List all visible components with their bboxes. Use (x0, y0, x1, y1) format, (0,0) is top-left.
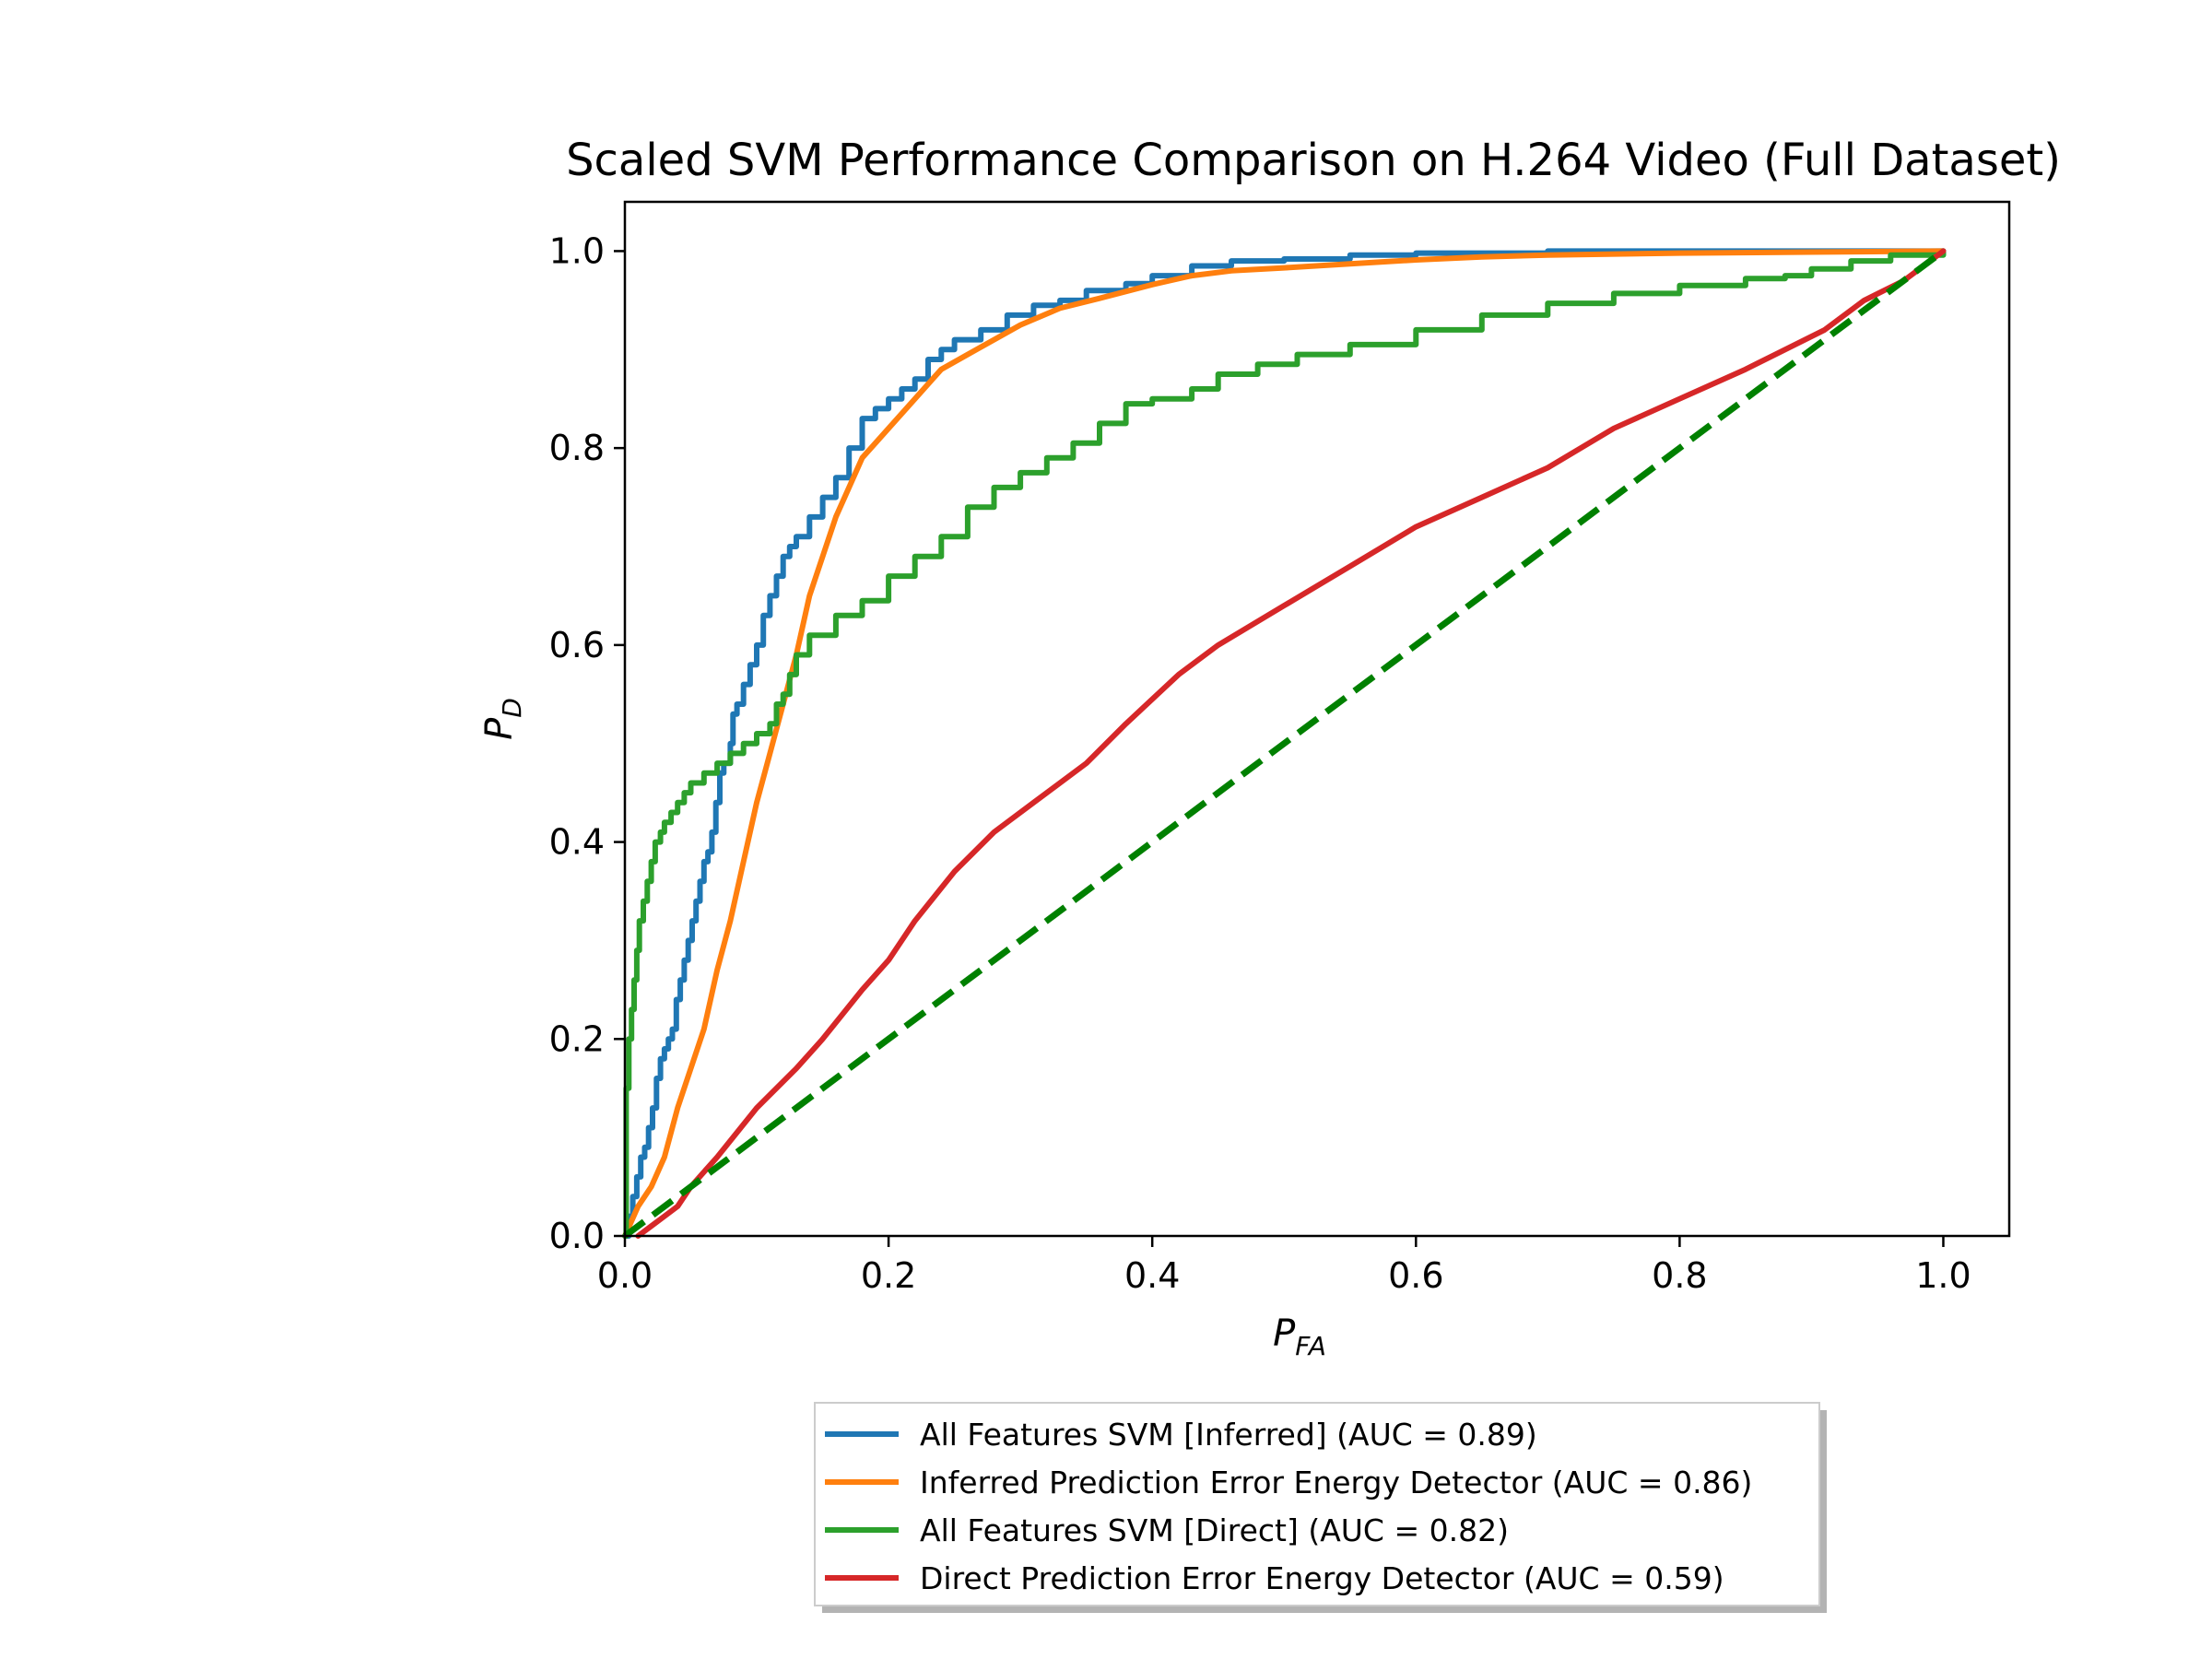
series-line-4 (635, 248, 1947, 1239)
x-tick-label: 0.2 (861, 1255, 916, 1296)
x-tick-label: 1.0 (1915, 1255, 1971, 1296)
legend-label: Inferred Prediction Error Energy Detecto… (920, 1465, 1752, 1500)
series-layer (622, 248, 1947, 1239)
y-axis-label: PD (478, 698, 527, 740)
x-tick-label: 0.6 (1388, 1255, 1443, 1296)
legend-items: All Features SVM [Inferred] (AUC = 0.89)… (825, 1417, 1752, 1596)
y-tick-label: 0.2 (549, 1018, 605, 1059)
y-axis-label-main: P (478, 717, 521, 740)
y-tick-label: 0.4 (549, 822, 605, 863)
series-line-3 (622, 248, 1947, 1239)
legend-box (814, 1402, 1820, 1606)
chance-diagonal-line (622, 248, 1946, 1239)
x-axis-label-main: P (1273, 1312, 1296, 1355)
legend: All Features SVM [Inferred] (AUC = 0.89)… (814, 1402, 1827, 1613)
x-axis-label-sub: FA (1295, 1331, 1326, 1361)
tick-layer: 0.0 0.2 0.4 0.6 0.8 1.0 0.0 0.2 0.4 0.6 0.8 1.0 (549, 230, 1971, 1296)
y-tick-label: 0.6 (549, 625, 605, 665)
x-tick-label: 0.0 (597, 1255, 653, 1296)
y-tick-label: 1.0 (549, 230, 605, 271)
x-tick-label: 0.8 (1652, 1255, 1707, 1296)
y-tick-label: 0.8 (549, 428, 605, 468)
legend-label: All Features SVM [Inferred] (AUC = 0.89) (920, 1417, 1537, 1453)
legend-label: Direct Prediction Error Energy Detector … (920, 1560, 1724, 1596)
legend-label: All Features SVM [Direct] (AUC = 0.82) (920, 1512, 1509, 1548)
chart-title: Scaled SVM Performance Comparison on H.2… (566, 135, 2061, 186)
plot-frame (623, 200, 2011, 1238)
series-line-1 (622, 248, 1947, 1239)
y-tick-label: 0.0 (549, 1216, 605, 1256)
x-axis-label: PFA (1273, 1312, 1326, 1361)
y-axis-label-sub: D (497, 698, 527, 718)
x-tick-label: 0.4 (1124, 1255, 1180, 1296)
series-line-2 (622, 248, 1947, 1239)
